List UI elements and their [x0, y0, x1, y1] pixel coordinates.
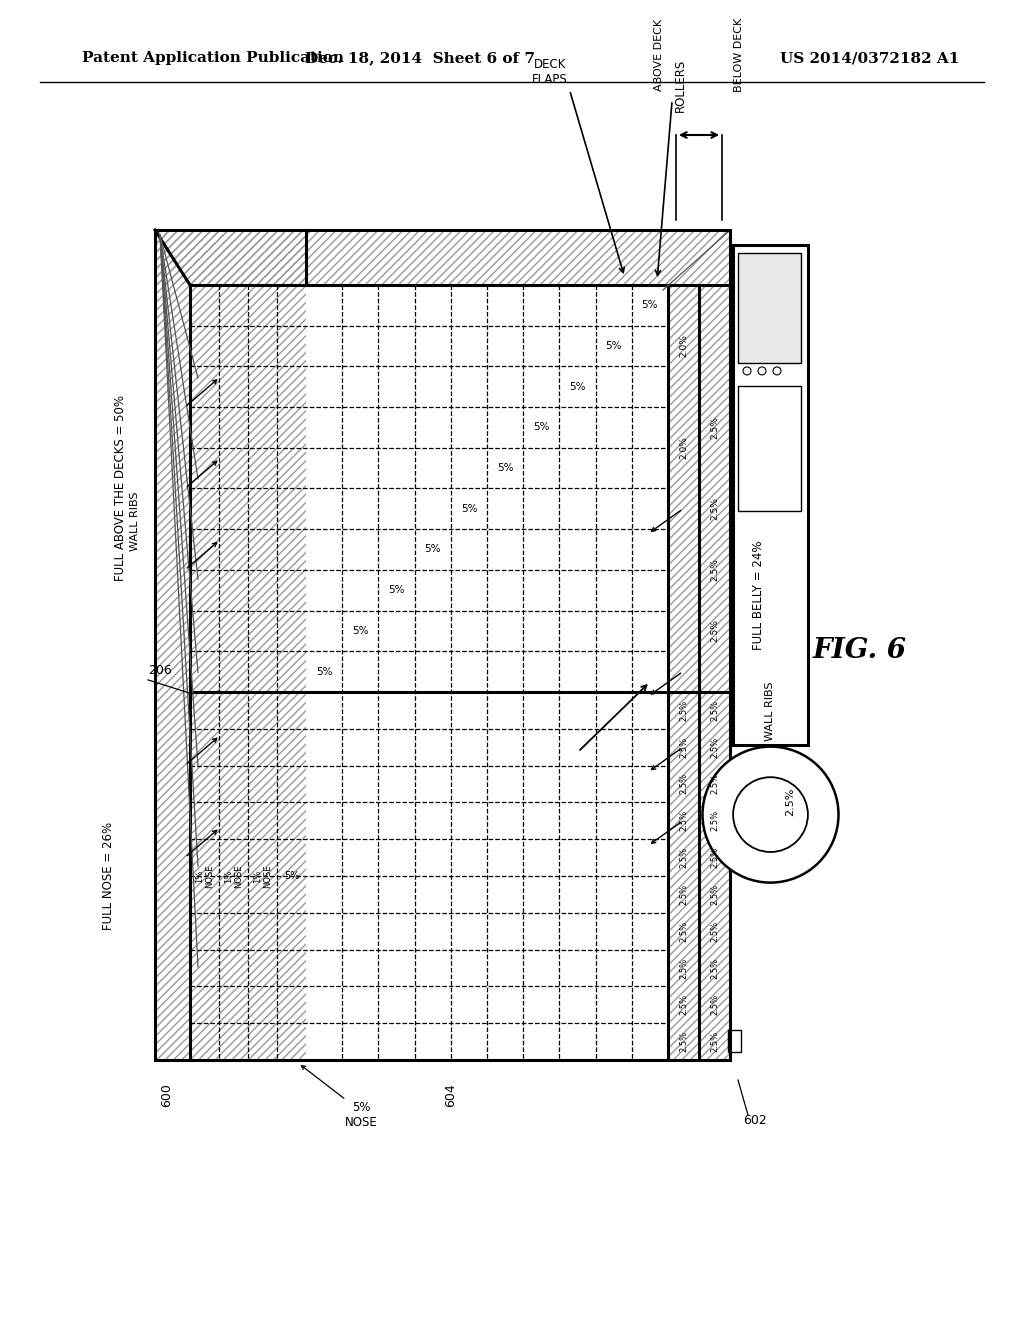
- Text: 2.5%: 2.5%: [710, 774, 719, 795]
- Text: Patent Application Publication: Patent Application Publication: [82, 51, 344, 65]
- Text: 604: 604: [444, 1084, 458, 1107]
- Text: 5%: 5%: [284, 871, 299, 880]
- Text: 1%
NOSE: 1% NOSE: [195, 865, 214, 887]
- Circle shape: [743, 367, 751, 375]
- Text: 2.5%: 2.5%: [679, 737, 688, 758]
- Bar: [668, 285, 730, 1060]
- Text: 5%: 5%: [569, 381, 586, 392]
- Text: 2.5%: 2.5%: [710, 810, 719, 832]
- Text: 5%: 5%: [461, 504, 477, 513]
- Text: 5%: 5%: [316, 667, 333, 677]
- Text: 2.5%: 2.5%: [710, 847, 719, 869]
- Bar: [733, 246, 808, 744]
- Text: 5%: 5%: [534, 422, 550, 433]
- Text: 2.5%: 2.5%: [679, 920, 688, 941]
- Text: Dec. 18, 2014  Sheet 6 of 7: Dec. 18, 2014 Sheet 6 of 7: [305, 51, 535, 65]
- Bar: [728, 1030, 741, 1052]
- Text: 1%
NOSE: 1% NOSE: [253, 865, 272, 887]
- Text: 600: 600: [160, 1084, 173, 1107]
- Text: 2.5%: 2.5%: [679, 1031, 688, 1052]
- Circle shape: [702, 747, 839, 883]
- Text: 602: 602: [743, 1114, 767, 1126]
- Circle shape: [773, 367, 781, 375]
- Text: WALL RIBS: WALL RIBS: [130, 491, 140, 550]
- Bar: [155, 230, 306, 1060]
- Text: 5%: 5%: [642, 301, 658, 310]
- Text: 2.0%: 2.0%: [679, 437, 688, 459]
- Text: 5%: 5%: [388, 585, 404, 595]
- Text: 2.5%: 2.5%: [710, 416, 719, 438]
- Text: 2.5%: 2.5%: [710, 558, 719, 581]
- Text: 2.5%: 2.5%: [679, 994, 688, 1015]
- Text: DECK
FLAPS: DECK FLAPS: [531, 58, 567, 86]
- Text: WALL RIBS: WALL RIBS: [765, 681, 775, 741]
- Text: 5%: 5%: [605, 341, 622, 351]
- Text: FIG. 6: FIG. 6: [813, 636, 907, 664]
- Text: ABOVE DECK: ABOVE DECK: [654, 18, 664, 91]
- Text: 2.5%: 2.5%: [710, 619, 719, 643]
- Text: 5%: 5%: [497, 463, 513, 473]
- Bar: [738, 385, 801, 511]
- Text: ROLLERS: ROLLERS: [674, 58, 687, 112]
- Bar: [155, 230, 730, 285]
- Text: BELOW DECK: BELOW DECK: [734, 18, 744, 92]
- Bar: [738, 253, 801, 363]
- Text: FULL BELLY = 24%: FULL BELLY = 24%: [752, 540, 765, 649]
- Text: 1%
NOSE: 1% NOSE: [224, 865, 244, 887]
- Text: 5%: 5%: [425, 544, 441, 554]
- Text: 2.5%: 2.5%: [679, 774, 688, 795]
- Text: 5%
NOSE: 5% NOSE: [345, 1101, 378, 1129]
- Text: 2.5%: 2.5%: [710, 920, 719, 941]
- Text: 2.5%: 2.5%: [679, 700, 688, 721]
- Circle shape: [758, 367, 766, 375]
- Bar: [155, 230, 730, 1060]
- Text: 2.5%: 2.5%: [710, 884, 719, 906]
- Text: 2.5%: 2.5%: [679, 957, 688, 978]
- Text: 2.5%: 2.5%: [710, 498, 719, 520]
- Text: 2.5%: 2.5%: [679, 810, 688, 832]
- Text: US 2014/0372182 A1: US 2014/0372182 A1: [780, 51, 959, 65]
- Text: 2.0%: 2.0%: [679, 334, 688, 358]
- Circle shape: [733, 777, 808, 851]
- Text: FULL ABOVE THE DECKS = 50%: FULL ABOVE THE DECKS = 50%: [114, 396, 127, 581]
- Text: FULL NOSE = 26%: FULL NOSE = 26%: [101, 822, 115, 931]
- Text: 2.5%: 2.5%: [710, 737, 719, 758]
- Text: 2.5%: 2.5%: [679, 847, 688, 869]
- Text: 2.5%: 2.5%: [710, 1031, 719, 1052]
- Text: 2.5%: 2.5%: [710, 994, 719, 1015]
- Text: 2.5%: 2.5%: [785, 788, 795, 817]
- Text: 5%: 5%: [352, 626, 369, 636]
- Text: 206: 206: [148, 664, 172, 677]
- Text: 2.5%: 2.5%: [710, 700, 719, 721]
- Text: 2.5%: 2.5%: [679, 884, 688, 906]
- Text: 2.5%: 2.5%: [710, 957, 719, 978]
